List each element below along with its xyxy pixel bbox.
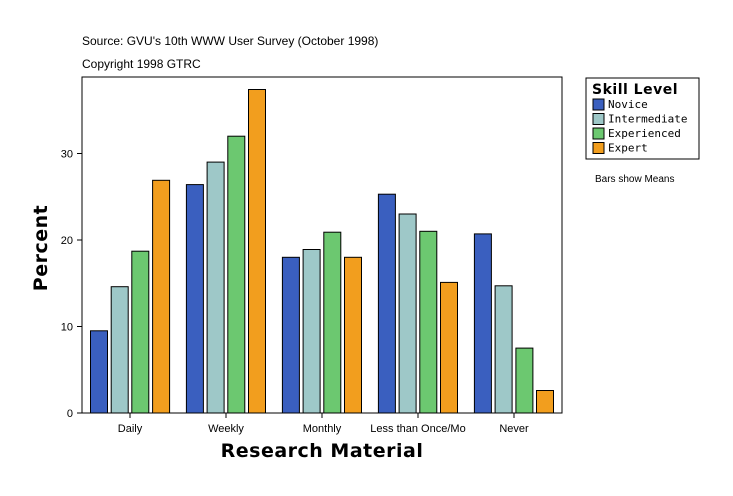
- legend-label-expert: Expert: [608, 142, 648, 155]
- legend-label-experienced: Experienced: [608, 127, 681, 140]
- y-tick-label: 0: [67, 408, 73, 420]
- bar-expert: [152, 179, 171, 414]
- bar-expert: [440, 281, 458, 414]
- bar-novice: [473, 233, 492, 414]
- bar-intermediate: [398, 213, 417, 414]
- bar-intermediate: [302, 249, 321, 414]
- bar-expert: [248, 89, 266, 414]
- bar-intermediate: [206, 161, 225, 414]
- bar-novice: [377, 193, 396, 414]
- legend-title: Skill Level: [592, 82, 678, 98]
- legend-label-intermediate: Intermediate: [608, 113, 687, 126]
- x-tick-label: Weekly: [208, 423, 244, 435]
- y-tick-label: 30: [61, 149, 73, 161]
- y-tick-label: 20: [61, 235, 73, 247]
- x-axis: Daily Weekly Monthly Less than Once/Mo Never: [118, 413, 529, 435]
- source-text: Source: GVU's 10th WWW User Survey (Octo…: [82, 34, 378, 48]
- bar-experienced: [323, 231, 342, 414]
- y-tick-label: 10: [61, 322, 73, 334]
- y-axis: 0 10 20 30: [61, 149, 82, 420]
- bar-experienced: [515, 347, 534, 414]
- x-axis-title: Research Material: [221, 440, 424, 462]
- bar-intermediate: [110, 286, 129, 414]
- y-axis-title: Percent: [30, 205, 52, 291]
- bars: [90, 89, 554, 414]
- note-text: Bars show Means: [595, 174, 674, 185]
- x-tick-label: Never: [499, 423, 529, 435]
- bar-experienced: [419, 230, 438, 414]
- legend-swatch-intermediate: [592, 113, 605, 125]
- bar-novice: [90, 330, 108, 414]
- copyright-text: Copyright 1998 GTRC: [82, 57, 201, 71]
- bar-expert: [344, 256, 362, 414]
- legend-label-novice: Novice: [608, 98, 648, 111]
- legend-box: [585, 77, 700, 160]
- x-tick-label: Daily: [118, 423, 143, 435]
- legend-swatch-experienced: [592, 127, 605, 140]
- legend: Skill Level Novice IntermediateExperience…: [585, 77, 700, 160]
- bar-experienced: [227, 135, 246, 414]
- x-tick-label: Less than Once/Mo: [370, 423, 465, 435]
- x-tick-label: Monthly: [303, 423, 342, 435]
- legend-swatch-novice: [592, 98, 605, 111]
- bar-experienced: [131, 250, 150, 414]
- bar-intermediate: [494, 285, 513, 414]
- legend-swatch-expert: [592, 142, 605, 154]
- bar-novice: [185, 184, 204, 414]
- bar-novice: [281, 256, 300, 414]
- bar-expert: [536, 390, 554, 414]
